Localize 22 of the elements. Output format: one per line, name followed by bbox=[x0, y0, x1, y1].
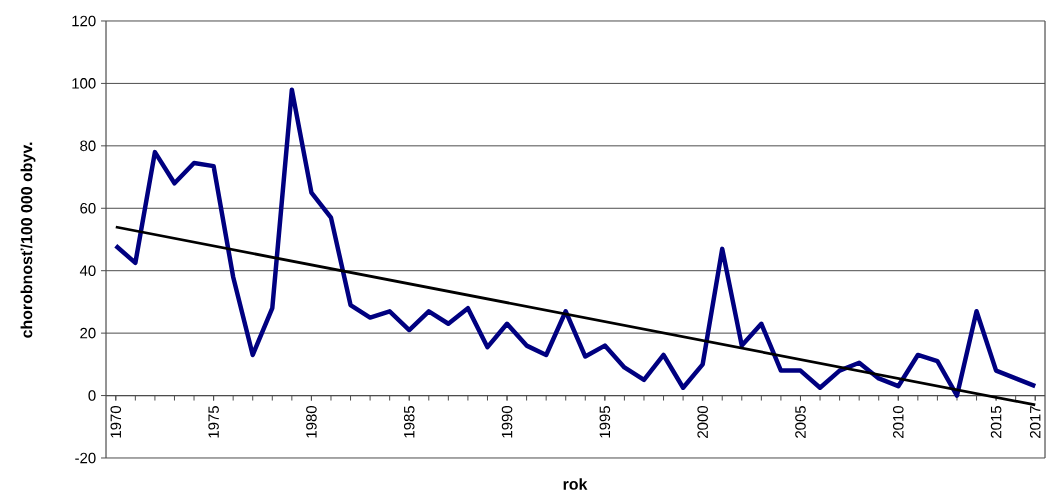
x-axis-title: rok bbox=[563, 478, 588, 490]
x-tick-label: 1990 bbox=[501, 405, 513, 438]
x-tick-label: 1975 bbox=[208, 406, 219, 438]
x-tick-label: 2015 bbox=[990, 406, 1002, 438]
x-tick-label: 1995 bbox=[599, 406, 611, 438]
y-tick-label: 40 bbox=[79, 265, 96, 276]
y-tick-label: 100 bbox=[72, 78, 96, 89]
y-tick-label: 120 bbox=[72, 15, 96, 27]
x-tick-label: 2017 bbox=[1029, 406, 1041, 438]
y-axis-title: chorobnosť/100 000 obyv. bbox=[20, 142, 36, 338]
y-tick-label: 20 bbox=[80, 327, 96, 339]
y-tick-label: 0 bbox=[88, 390, 96, 401]
line-series bbox=[113, 87, 1038, 398]
y-tick-label: 80 bbox=[80, 140, 96, 152]
y-tick-label: -20 bbox=[75, 452, 96, 464]
x-tick-label: 2005 bbox=[795, 406, 806, 438]
x-tick-label: 1970 bbox=[110, 405, 122, 438]
x-tick-label: 1985 bbox=[403, 406, 415, 438]
x-tick-label: 1980 bbox=[306, 405, 317, 438]
x-tick-label: 2010 bbox=[893, 405, 904, 438]
y-tick-label: 60 bbox=[80, 202, 96, 214]
x-tick-label: 2000 bbox=[697, 405, 708, 438]
